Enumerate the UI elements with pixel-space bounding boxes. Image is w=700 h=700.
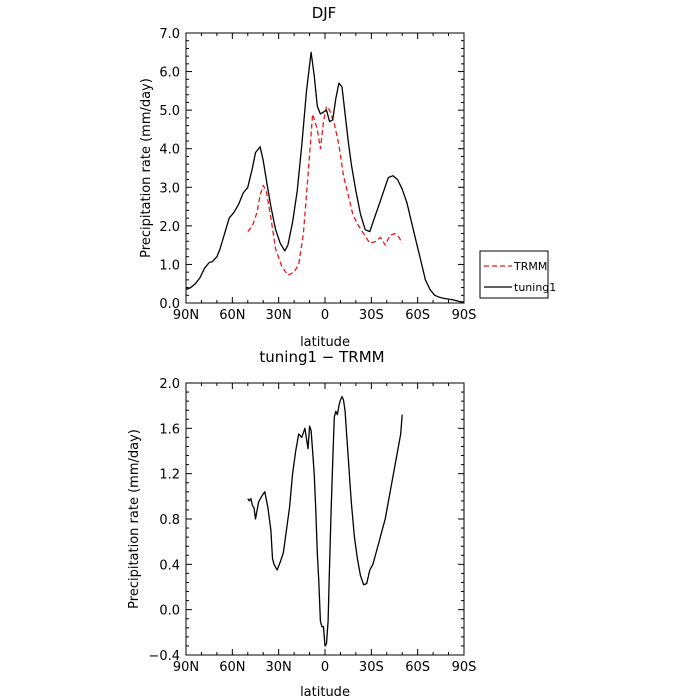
y-tick-label: 4.0 — [159, 143, 180, 158]
x-tick-label: 30N — [266, 660, 292, 675]
y-tick-label: 5.0 — [159, 104, 180, 119]
y-tick-label: 2.0 — [159, 377, 180, 392]
chart-title: DJF — [312, 4, 337, 22]
series-line-trmm — [247, 105, 403, 276]
chart-title: tuning1 − TRMM — [259, 348, 384, 366]
x-tick-label: 90N — [173, 660, 199, 675]
y-tick-label: −0.4 — [148, 649, 180, 664]
y-tick-label: 3.0 — [159, 181, 180, 196]
axis-ticks — [185, 382, 465, 656]
x-tick-label: 60N — [219, 308, 245, 323]
y-tick-label: 1.0 — [159, 258, 180, 273]
difference-chart: tuning1 − TRMM 90N 60N 30N 0 30S 60S 90S −0.4 0.… — [127, 348, 476, 700]
axis-ticks — [185, 32, 465, 304]
legend-label-trmm: TRMM — [513, 260, 547, 273]
y-axis-label: Precipitation rate (mm/day) — [127, 429, 142, 609]
legend-box — [479, 250, 549, 299]
series-lines — [247, 395, 403, 647]
x-axis-label: latitude — [300, 335, 350, 350]
legend: TRMM tuning1 — [479, 250, 556, 299]
x-tick-label: 90N — [173, 308, 199, 323]
x-tick-label: 30S — [359, 660, 384, 675]
x-tick-label: 0 — [321, 308, 329, 323]
tick-labels: 90N 60N 30N 0 30S 60S 90S −0.4 0.0 0.4 0.8 1.2 1.6 2.… — [148, 377, 476, 675]
x-tick-label: 60S — [405, 660, 430, 675]
series-line-tuning1 — [185, 51, 465, 303]
x-axis-label: latitude — [300, 685, 350, 700]
x-tick-label: 90S — [452, 660, 477, 675]
x-tick-label: 60S — [405, 308, 430, 323]
y-tick-label: 0.8 — [159, 513, 180, 528]
y-tick-label: 7.0 — [159, 27, 180, 42]
y-tick-label: 1.2 — [159, 468, 180, 483]
y-tick-label: 0.0 — [159, 604, 180, 619]
plot-frame — [185, 382, 465, 656]
y-tick-label: 0.0 — [159, 297, 180, 312]
series-lines — [185, 51, 465, 303]
y-tick-label: 6.0 — [159, 66, 180, 81]
legend-label-tuning1: tuning1 — [514, 281, 556, 294]
x-tick-label: 0 — [321, 660, 329, 675]
y-tick-label: 2.0 — [159, 220, 180, 235]
plot-frame — [185, 32, 465, 304]
y-tick-label: 0.4 — [159, 558, 180, 573]
djf-precipitation-chart: DJF 90N 60N 30N 0 30S 60S 90S 0.0 1.0 2.0 3.0 4.0 5.… — [139, 4, 556, 350]
series-line-difference — [247, 395, 403, 647]
x-tick-label: 30S — [359, 308, 384, 323]
x-tick-label: 90S — [452, 308, 477, 323]
tick-labels: 90N 60N 30N 0 30S 60S 90S 0.0 1.0 2.0 3.0 4.0 5.0 6.0… — [159, 27, 476, 323]
y-axis-label: Precipitation rate (mm/day) — [139, 78, 154, 258]
x-tick-label: 60N — [219, 660, 245, 675]
x-tick-label: 30N — [266, 308, 292, 323]
y-tick-label: 1.6 — [159, 422, 180, 437]
